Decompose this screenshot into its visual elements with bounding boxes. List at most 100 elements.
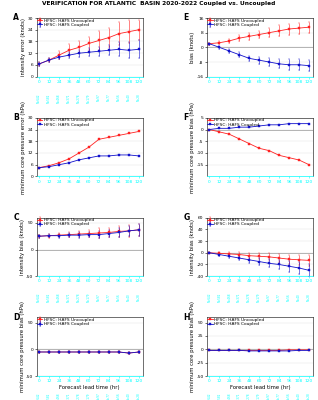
Y-axis label: intensity bias (knots): intensity bias (knots): [20, 219, 25, 275]
Text: N=40: N=40: [297, 293, 301, 300]
Text: H: H: [183, 313, 190, 322]
HFSC: HAFS Uncoupled: (72, -9): HAFS Uncoupled: (72, -9): [267, 148, 271, 153]
HFSC: HAFS Coupled: (36, -2): HAFS Coupled: (36, -2): [237, 348, 241, 353]
HFSC: HAFS Uncoupled: (120, -15): HAFS Uncoupled: (120, -15): [307, 162, 311, 167]
Line: HFSC: HAFS Uncoupled: HFSC: HAFS Uncoupled: [208, 128, 310, 166]
HFSC: HAFS Uncoupled: (48, -2): HAFS Uncoupled: (48, -2): [247, 348, 251, 353]
Text: N=642: N=642: [37, 393, 41, 400]
HFSC: HAFS Coupled: (12, -2): HAFS Coupled: (12, -2): [218, 348, 221, 353]
Text: N=77: N=77: [277, 393, 281, 400]
Text: N=28: N=28: [137, 293, 141, 301]
Text: N=582: N=582: [47, 93, 51, 103]
Text: N=28: N=28: [137, 93, 141, 101]
HFSC: HAFS Uncoupled: (108, -1): HAFS Uncoupled: (108, -1): [297, 348, 301, 352]
Line: HFSC: HAFS Coupled: HFSC: HAFS Coupled: [208, 122, 310, 130]
HFSC: HAFS Coupled: (120, -2): HAFS Coupled: (120, -2): [307, 348, 311, 353]
Text: G: G: [183, 213, 190, 222]
HFSC: HAFS Coupled: (96, -3): HAFS Coupled: (96, -3): [287, 348, 291, 353]
Text: N=582: N=582: [217, 293, 221, 302]
Legend: HFSC: HAFS Uncoupled, HFSC: HAFS Coupled: HFSC: HAFS Uncoupled, HFSC: HAFS Coupled: [37, 218, 94, 226]
Text: D: D: [13, 313, 19, 322]
HFSC: HAFS Uncoupled: (0, 0): HAFS Uncoupled: (0, 0): [207, 127, 211, 132]
Text: N=40: N=40: [297, 393, 301, 400]
HFSC: HAFS Coupled: (36, 7): HAFS Coupled: (36, 7): [67, 160, 71, 165]
Text: N=642: N=642: [207, 293, 211, 302]
Text: N=56: N=56: [117, 393, 121, 400]
Line: HFSC: HAFS Uncoupled: HFSC: HAFS Uncoupled: [208, 349, 310, 352]
Text: C: C: [13, 213, 19, 222]
Text: N=371: N=371: [67, 293, 71, 302]
Text: N=97: N=97: [97, 293, 101, 301]
HFSC: HAFS Coupled: (120, 10.5): HAFS Coupled: (120, 10.5): [137, 154, 141, 158]
Legend: HFSC: HAFS Uncoupled, HFSC: HAFS Coupled: HFSC: HAFS Uncoupled, HFSC: HAFS Coupled: [37, 118, 94, 127]
Legend: HFSC: HAFS Uncoupled, HFSC: HAFS Coupled: HFSC: HAFS Uncoupled, HFSC: HAFS Coupled: [207, 18, 264, 27]
Text: N=56: N=56: [117, 93, 121, 101]
HFSC: HAFS Uncoupled: (84, 20): HAFS Uncoupled: (84, 20): [107, 135, 111, 140]
HFSC: HAFS Uncoupled: (24, -2): HAFS Uncoupled: (24, -2): [227, 132, 231, 137]
Text: N=582: N=582: [47, 393, 51, 400]
HFSC: HAFS Coupled: (108, 11): HAFS Coupled: (108, 11): [127, 152, 131, 157]
HFSC: HAFS Coupled: (24, 0.5): HAFS Coupled: (24, 0.5): [227, 126, 231, 131]
Text: N=278: N=278: [77, 393, 81, 400]
HFSC: HAFS Coupled: (0, 4.5): HAFS Coupled: (0, 4.5): [37, 165, 41, 170]
Text: N=468: N=468: [57, 93, 61, 103]
Text: N=56: N=56: [287, 293, 291, 300]
HFSC: HAFS Coupled: (84, 10.5): HAFS Coupled: (84, 10.5): [107, 154, 111, 158]
Y-axis label: bias (knots): bias (knots): [190, 32, 195, 63]
HFSC: HAFS Uncoupled: (0, -2): HAFS Uncoupled: (0, -2): [207, 348, 211, 353]
HFSC: HAFS Uncoupled: (72, 19): HAFS Uncoupled: (72, 19): [97, 137, 101, 142]
Text: N=278: N=278: [247, 293, 251, 302]
HFSC: HAFS Coupled: (12, 5): HAFS Coupled: (12, 5): [47, 164, 51, 169]
HFSC: HAFS Uncoupled: (84, -11): HAFS Uncoupled: (84, -11): [277, 153, 281, 158]
Text: F: F: [183, 113, 189, 122]
HFSC: HAFS Uncoupled: (48, -6): HAFS Uncoupled: (48, -6): [247, 141, 251, 146]
HFSC: HAFS Uncoupled: (96, 21): HAFS Uncoupled: (96, 21): [117, 133, 121, 138]
HFSC: HAFS Coupled: (60, -3): HAFS Coupled: (60, -3): [257, 348, 261, 353]
Legend: HFSC: HAFS Uncoupled, HFSC: HAFS Coupled: HFSC: HAFS Uncoupled, HFSC: HAFS Coupled: [207, 218, 264, 226]
Text: B: B: [13, 113, 19, 122]
HFSC: HAFS Uncoupled: (108, 22): HAFS Uncoupled: (108, 22): [127, 131, 131, 136]
Text: N=582: N=582: [47, 293, 51, 302]
Text: N=468: N=468: [227, 393, 231, 400]
HFSC: HAFS Uncoupled: (12, 5.5): HAFS Uncoupled: (12, 5.5): [47, 163, 51, 168]
Text: N=56: N=56: [287, 393, 291, 400]
HFSC: HAFS Uncoupled: (48, 12): HAFS Uncoupled: (48, 12): [77, 150, 81, 155]
HFSC: HAFS Coupled: (60, 1.5): HAFS Coupled: (60, 1.5): [257, 124, 261, 128]
HFSC: HAFS Uncoupled: (120, 23): HAFS Uncoupled: (120, 23): [137, 129, 141, 134]
Line: HFSC: HAFS Coupled: HFSC: HAFS Coupled: [208, 349, 310, 352]
HFSC: HAFS Coupled: (72, 2): HAFS Coupled: (72, 2): [267, 122, 271, 127]
Y-axis label: minimum core pressure bias (hPa): minimum core pressure bias (hPa): [190, 102, 195, 193]
Text: N=371: N=371: [237, 293, 241, 302]
Text: N=40: N=40: [127, 93, 131, 101]
HFSC: HAFS Uncoupled: (96, -12): HAFS Uncoupled: (96, -12): [287, 155, 291, 160]
HFSC: HAFS Uncoupled: (120, -1): HAFS Uncoupled: (120, -1): [307, 348, 311, 352]
Text: N=77: N=77: [107, 393, 111, 400]
Text: N=278: N=278: [77, 293, 81, 302]
Y-axis label: minimum core pressure error (hPa): minimum core pressure error (hPa): [22, 101, 26, 194]
HFSC: HAFS Uncoupled: (12, -2): HAFS Uncoupled: (12, -2): [218, 348, 221, 353]
Text: N=278: N=278: [247, 393, 251, 400]
HFSC: HAFS Uncoupled: (60, 15): HAFS Uncoupled: (60, 15): [87, 145, 91, 150]
Text: N=28: N=28: [307, 393, 311, 400]
Text: N=179: N=179: [257, 293, 261, 302]
HFSC: HAFS Uncoupled: (36, 9): HAFS Uncoupled: (36, 9): [67, 156, 71, 161]
Text: N=371: N=371: [67, 93, 71, 103]
Text: N=40: N=40: [127, 393, 131, 400]
HFSC: HAFS Coupled: (48, 1): HAFS Coupled: (48, 1): [247, 125, 251, 130]
Text: N=179: N=179: [87, 393, 91, 400]
Text: N=642: N=642: [207, 393, 211, 400]
Y-axis label: intensity bias (knots): intensity bias (knots): [190, 219, 195, 275]
Text: N=582: N=582: [217, 393, 221, 400]
HFSC: HAFS Coupled: (84, 2): HAFS Coupled: (84, 2): [277, 122, 281, 127]
Text: N=642: N=642: [37, 293, 41, 302]
X-axis label: Forecast lead time (hr): Forecast lead time (hr): [59, 384, 120, 390]
Text: N=97: N=97: [97, 393, 101, 400]
HFSC: HAFS Uncoupled: (12, -1): HAFS Uncoupled: (12, -1): [218, 130, 221, 134]
Line: HFSC: HAFS Uncoupled: HFSC: HAFS Uncoupled: [38, 130, 140, 169]
HFSC: HAFS Uncoupled: (60, -8): HAFS Uncoupled: (60, -8): [257, 146, 261, 151]
HFSC: HAFS Coupled: (24, 6): HAFS Coupled: (24, 6): [57, 162, 61, 167]
Text: N=77: N=77: [107, 293, 111, 301]
HFSC: HAFS Uncoupled: (84, -2): HAFS Uncoupled: (84, -2): [277, 348, 281, 353]
Text: A: A: [13, 13, 19, 22]
HFSC: HAFS Coupled: (24, -2): HAFS Coupled: (24, -2): [227, 348, 231, 353]
